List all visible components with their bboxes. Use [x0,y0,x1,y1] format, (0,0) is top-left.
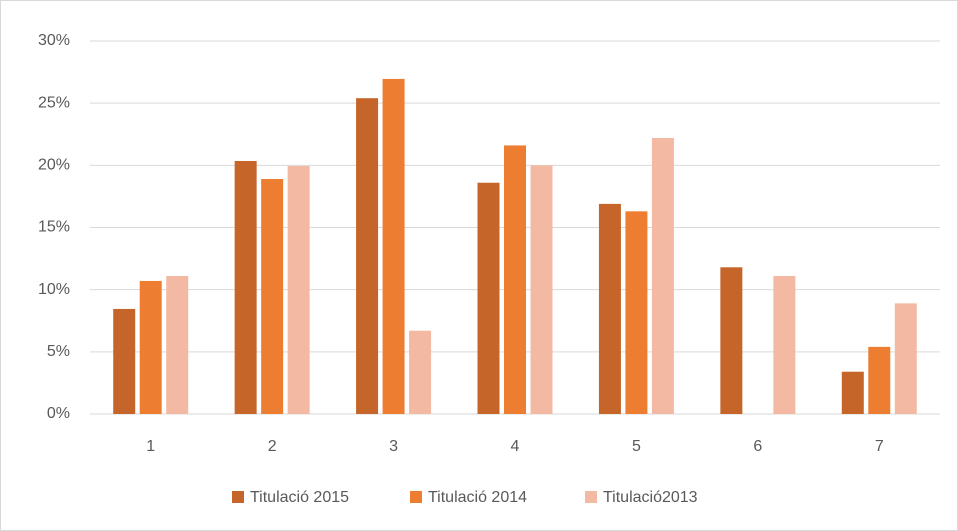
bar [625,211,648,414]
y-tick-label: 20% [38,157,70,174]
bar [139,280,162,414]
y-tick-label: 30% [38,32,70,49]
bar [477,182,500,414]
legend-label: Titulació 2015 [250,489,349,506]
y-tick-label: 15% [38,219,70,236]
bar [651,137,674,415]
bar [287,165,310,414]
legend-label: Titulació2013 [603,489,698,506]
bar [894,303,917,414]
y-tick-label: 10% [38,281,70,298]
bar [234,160,257,414]
bar [598,203,621,414]
x-tick-label: 6 [753,438,762,455]
bar [868,346,891,414]
x-tick-label: 2 [268,438,277,455]
bar [720,267,743,414]
legend-label: Titulació 2014 [428,489,527,506]
y-tick-label: 5% [47,343,70,360]
bar [504,145,526,414]
y-tick-label: 25% [38,94,70,111]
x-tick-label: 3 [389,438,398,455]
legend-swatch [410,491,422,503]
bar [841,371,864,414]
x-tick-label: 5 [632,438,641,455]
bar [166,275,189,414]
bar [261,179,284,414]
bar [409,330,432,414]
x-tick-label: 7 [875,438,884,455]
x-tick-label: 4 [511,438,520,455]
bar [113,308,136,414]
bar [773,275,796,414]
x-tick-label: 1 [146,438,155,455]
legend-swatch [585,491,597,503]
bar [356,98,379,415]
y-tick-label: 0% [47,405,70,422]
bar [530,165,553,414]
bar [382,78,405,415]
legend-swatch [232,491,244,503]
